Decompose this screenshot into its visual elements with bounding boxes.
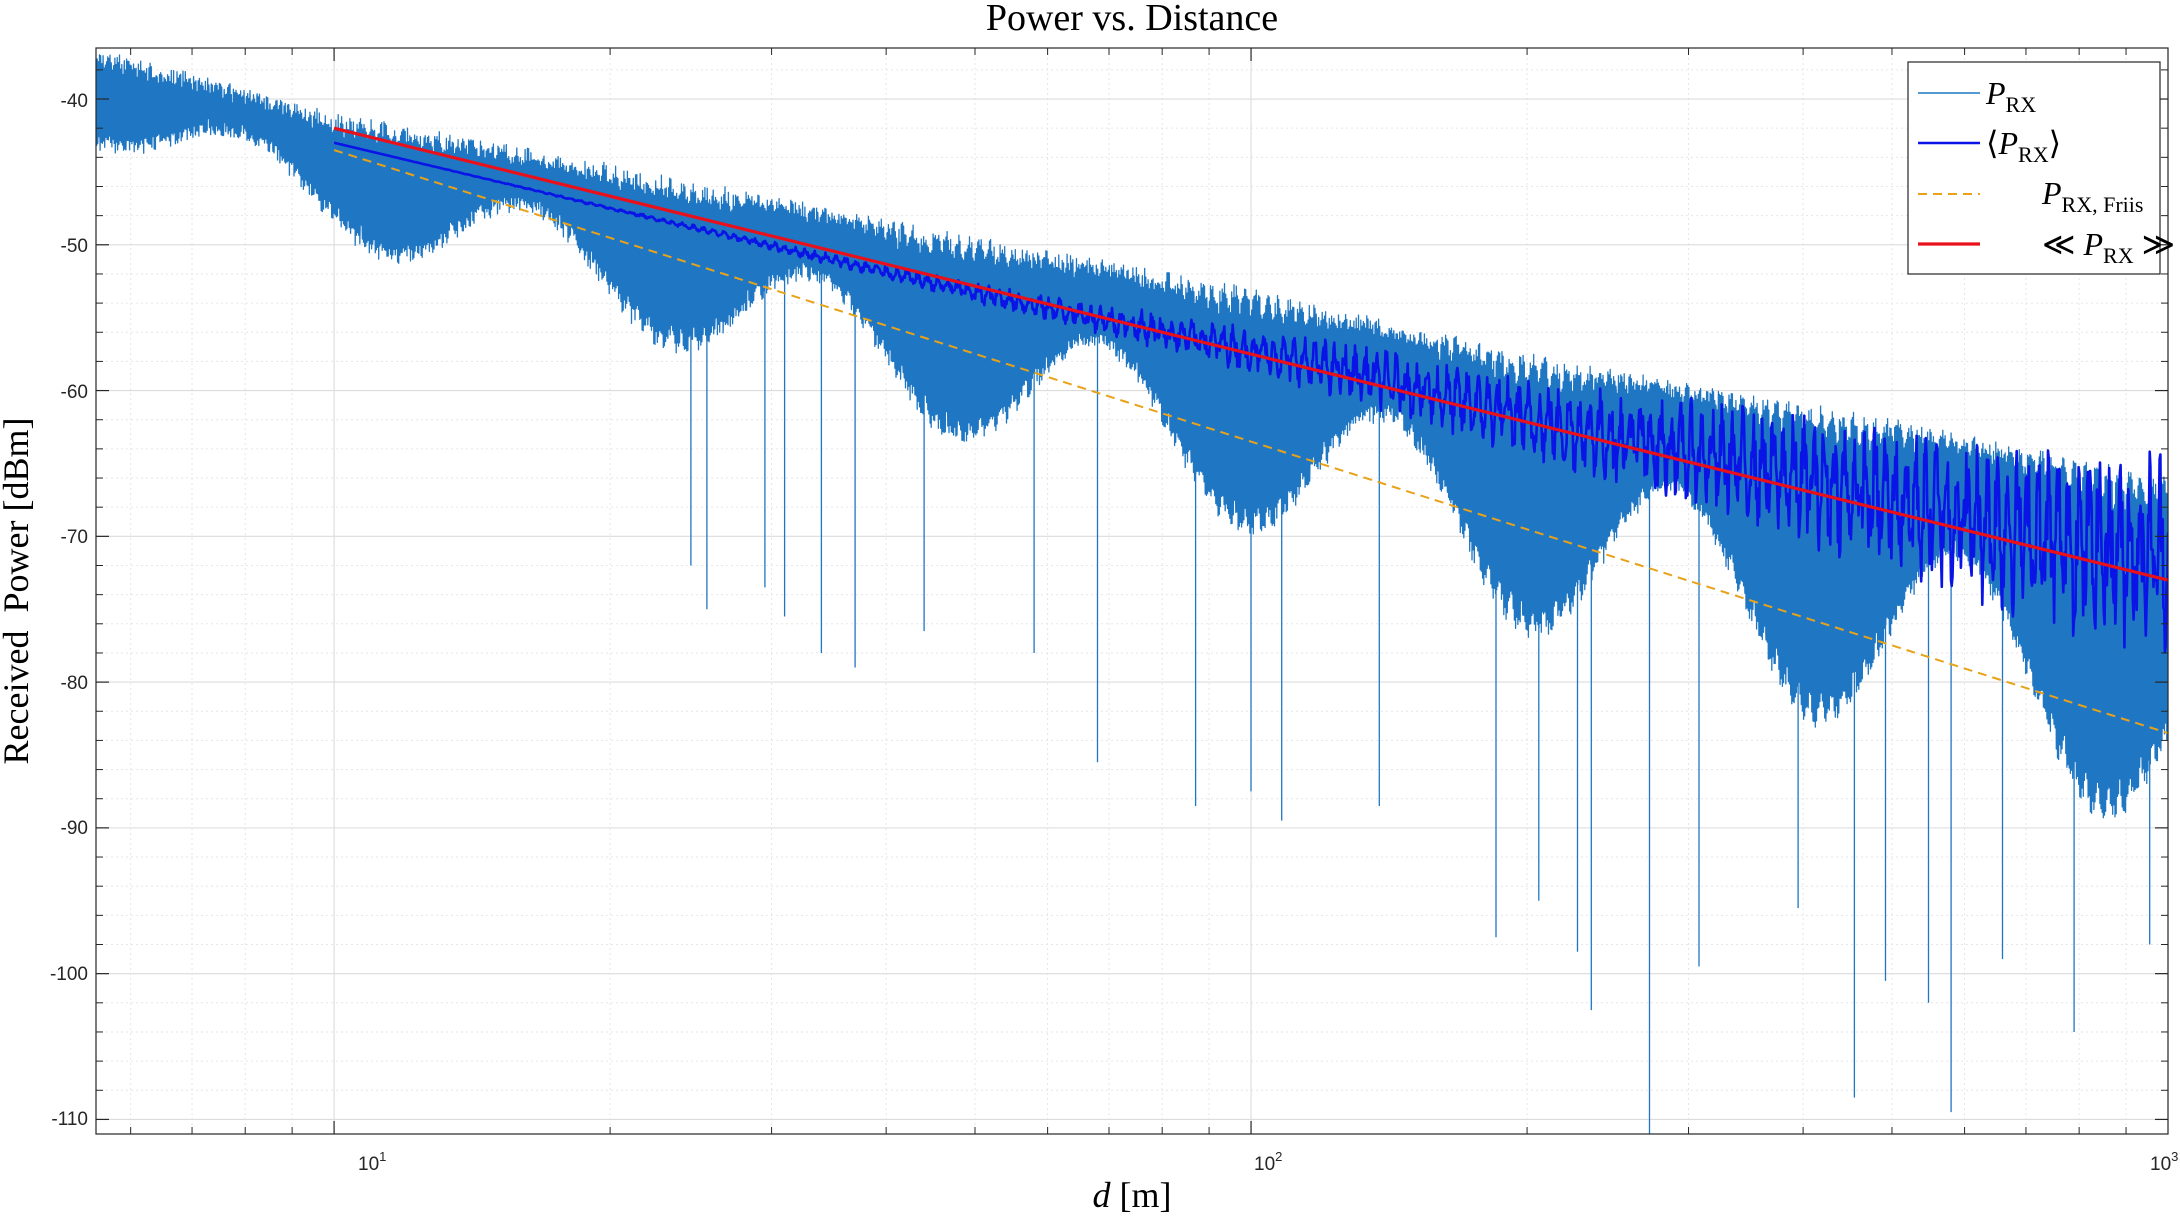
series-prx-instantaneous bbox=[96, 54, 2168, 1134]
x-tick-label-100: 102 bbox=[1254, 1149, 1282, 1175]
legend-label-prx-average: ⟨PRX⟩ bbox=[1986, 125, 2061, 167]
series-prx-friis bbox=[333, 149, 2168, 735]
y-tick-label: -40 bbox=[61, 91, 88, 112]
y-tick-label: -110 bbox=[51, 1109, 88, 1130]
y-tick-label: -60 bbox=[61, 382, 88, 403]
y-tick-label: -70 bbox=[61, 527, 88, 548]
legend-label-prx-fit: ≪ PRX ≫ bbox=[1986, 226, 2180, 268]
series-prx-local-average bbox=[333, 141, 2168, 654]
x-axis-ticks bbox=[130, 48, 2127, 1134]
x-tick-label-1000: 103 bbox=[2150, 1149, 2178, 1175]
x-tick-label-10: 101 bbox=[358, 1149, 386, 1175]
chart-title: Power vs. Distance bbox=[986, 0, 1278, 39]
legend: PRX ⟨PRX⟩ PRX, Friis ≪ PRX ≫ bbox=[1907, 61, 2180, 275]
axes-box bbox=[95, 47, 2169, 1135]
series-prx-path-loss-fit bbox=[333, 126, 2168, 582]
y-tick-label: -90 bbox=[61, 818, 88, 839]
legend-label-prx: PRX bbox=[1985, 75, 2036, 117]
y-axis-ticks bbox=[96, 69, 2168, 1121]
y-axis-label: Received Power [dBm] bbox=[0, 418, 36, 765]
x-axis-label: d [m] bbox=[1093, 1175, 1172, 1215]
legend-box bbox=[1907, 61, 2161, 275]
y-tick-label: -100 bbox=[50, 964, 88, 985]
legend-label-prx-friis: PRX, Friis bbox=[1986, 175, 2180, 219]
y-tick-label: -80 bbox=[61, 673, 88, 694]
y-tick-label: -50 bbox=[61, 236, 88, 257]
